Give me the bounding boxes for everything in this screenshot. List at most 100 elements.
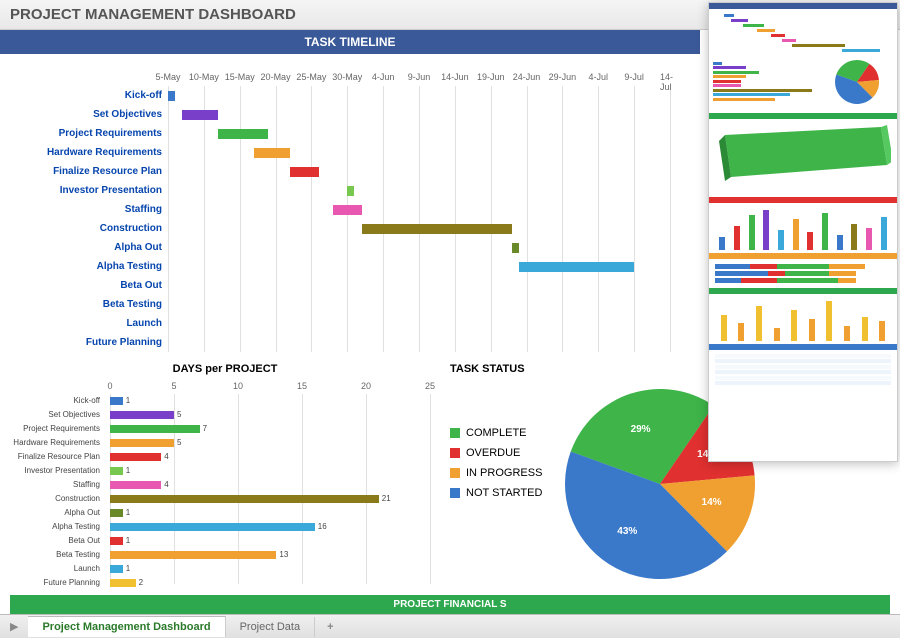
bar-chart-title: DAYS per PROJECT xyxy=(10,359,440,379)
bar-value: 7 xyxy=(203,424,207,433)
bar-label: Launch xyxy=(10,564,100,573)
gantt-task-label: Launch xyxy=(12,318,162,329)
gantt-task-label: Beta Testing xyxy=(12,299,162,310)
gantt-chart: 5-May10-May15-May20-May25-May30-May4-Jun… xyxy=(0,54,700,354)
bar-bar xyxy=(110,397,123,405)
pie-legend-item: OVERDUE xyxy=(450,447,542,459)
main-content: TASK TIMELINE 5-May 10-May 15-May 20-May 25-… xyxy=(0,30,700,604)
tab-add-icon[interactable]: + xyxy=(315,621,345,633)
legend-label: NOT STARTED xyxy=(466,487,542,499)
gantt-axis-label: 10-May xyxy=(189,72,219,82)
bar-axis-tick: 0 xyxy=(107,381,112,391)
legend-label: IN PROGRESS xyxy=(466,467,542,479)
bar-value: 1 xyxy=(126,508,130,517)
preview-thumbnail xyxy=(708,2,898,462)
legend-label: COMPLETE xyxy=(466,427,527,439)
gantt-bar xyxy=(168,91,175,101)
sheet-tab[interactable]: Project Data xyxy=(226,617,316,637)
bar-value: 5 xyxy=(177,410,181,419)
gantt-axis-label: 9-Jun xyxy=(408,72,431,82)
pie-chart-title: TASK STATUS xyxy=(450,359,690,379)
bar-bar xyxy=(110,439,174,447)
bar-label: Kick-off xyxy=(10,396,100,405)
legend-swatch xyxy=(450,468,460,478)
sheet-tab[interactable]: Project Management Dashboard xyxy=(28,616,225,637)
gantt-task-label: Beta Out xyxy=(12,280,162,291)
bottom-charts: DAYS per PROJECT 0510152025Kick-off1Set … xyxy=(0,354,700,604)
gantt-axis-label: 20-May xyxy=(261,72,291,82)
status-pie-chart: TASK STATUS COMPLETE OVERDUE IN PROGRESS NO… xyxy=(450,359,690,589)
gantt-bar xyxy=(333,205,362,215)
gantt-bar xyxy=(182,110,218,120)
bar-label: Set Objectives xyxy=(10,410,100,419)
bar-value: 1 xyxy=(126,536,130,545)
gantt-task-label: Alpha Out xyxy=(12,242,162,253)
gantt-task-label: Future Planning xyxy=(12,337,162,348)
banner-title: TASK TIMELINE xyxy=(304,35,395,49)
gantt-bar xyxy=(512,243,519,253)
gantt-axis-label: 14-Jun xyxy=(441,72,469,82)
pie-slice-label: 14% xyxy=(702,497,722,508)
bar-value: 16 xyxy=(318,522,327,531)
pie-slice-label: 29% xyxy=(631,424,651,435)
bar-value: 2 xyxy=(139,578,143,587)
bar-axis-tick: 15 xyxy=(297,381,307,391)
pie-legend-item: NOT STARTED xyxy=(450,487,542,499)
gantt-axis-label: 19-Jun xyxy=(477,72,505,82)
bar-label: Alpha Out xyxy=(10,508,100,517)
bar-bar xyxy=(110,565,123,573)
gantt-bar xyxy=(347,186,354,196)
legend-swatch xyxy=(450,428,460,438)
gantt-bar xyxy=(218,129,268,139)
bar-bar xyxy=(110,425,200,433)
bar-bar xyxy=(110,453,161,461)
bar-value: 1 xyxy=(126,396,130,405)
tab-nav-icon[interactable]: ▶ xyxy=(0,620,28,633)
bar-value: 5 xyxy=(177,438,181,447)
bar-value: 1 xyxy=(126,466,130,475)
gantt-axis-label: 14-Jul xyxy=(660,72,680,92)
bar-bar xyxy=(110,467,123,475)
gantt-task-label: Finalize Resource Plan xyxy=(12,166,162,177)
gantt-bar xyxy=(254,148,290,158)
pie-slice-label: 43% xyxy=(617,526,637,537)
gantt-task-label: Kick-off xyxy=(12,90,162,101)
pie-legend-item: COMPLETE xyxy=(450,427,542,439)
gantt-task-label: Construction xyxy=(12,223,162,234)
bar-label: Hardware Requirements xyxy=(10,438,100,447)
bar-bar xyxy=(110,481,161,489)
bar-bar xyxy=(110,579,136,587)
gantt-bar xyxy=(519,262,634,272)
bar-bar xyxy=(110,551,276,559)
gantt-task-label: Set Objectives xyxy=(12,109,162,120)
bar-label: Project Requirements xyxy=(10,424,100,433)
bar-label: Finalize Resource Plan xyxy=(10,452,100,461)
sheet-tabs: ▶ Project Management DashboardProject Da… xyxy=(0,614,900,638)
bar-axis-tick: 5 xyxy=(171,381,176,391)
gantt-task-label: Hardware Requirements xyxy=(12,147,162,158)
legend-label: OVERDUE xyxy=(466,447,520,459)
footer-banner: PROJECT FINANCIAL S xyxy=(10,595,890,614)
gantt-axis-label: 4-Jul xyxy=(589,72,609,82)
gantt-axis-label: 30-May xyxy=(332,72,362,82)
gantt-bar xyxy=(290,167,319,177)
gantt-axis-label: 9-Jul xyxy=(624,72,644,82)
bar-label: Beta Testing xyxy=(10,550,100,559)
bar-label: Alpha Testing xyxy=(10,522,100,531)
gantt-task-label: Staffing xyxy=(12,204,162,215)
header-title: PROJECT MANAGEMENT DASHBOARD xyxy=(10,6,296,23)
bar-label: Investor Presentation xyxy=(10,466,100,475)
gantt-bar xyxy=(362,224,513,234)
bar-value: 13 xyxy=(279,550,288,559)
bar-bar xyxy=(110,495,379,503)
bar-label: Beta Out xyxy=(10,536,100,545)
gantt-task-label: Alpha Testing xyxy=(12,261,162,272)
gantt-axis-label: 25-May xyxy=(296,72,326,82)
days-bar-chart: DAYS per PROJECT 0510152025Kick-off1Set … xyxy=(10,359,440,589)
bar-bar xyxy=(110,509,123,517)
gantt-axis-label: 5-May xyxy=(155,72,180,82)
pie-legend-item: IN PROGRESS xyxy=(450,467,542,479)
gantt-axis-label: 15-May xyxy=(225,72,255,82)
gantt-axis-label: 24-Jun xyxy=(513,72,541,82)
gantt-axis-label: 29-Jun xyxy=(549,72,577,82)
